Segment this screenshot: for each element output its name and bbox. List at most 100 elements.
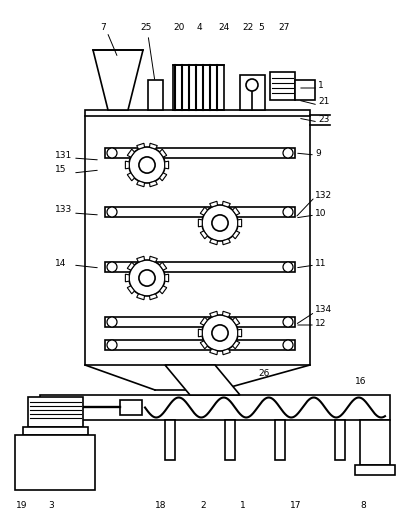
Text: 19: 19 [16, 500, 27, 509]
Polygon shape [160, 262, 167, 270]
Polygon shape [165, 274, 168, 282]
Polygon shape [160, 173, 167, 181]
Bar [335, 420, 345, 460]
Text: 18: 18 [155, 500, 166, 509]
Text: 21: 21 [318, 98, 329, 107]
Bar [105, 207, 295, 217]
Circle shape [139, 157, 155, 173]
Circle shape [129, 260, 165, 296]
Text: 22: 22 [242, 23, 253, 33]
Circle shape [283, 262, 293, 272]
Circle shape [246, 79, 258, 91]
Polygon shape [165, 161, 168, 169]
Text: 132: 132 [315, 190, 332, 200]
Polygon shape [200, 207, 208, 215]
Circle shape [283, 207, 293, 217]
Bar [40, 395, 390, 420]
Circle shape [283, 340, 293, 350]
Circle shape [107, 207, 117, 217]
Text: 9: 9 [315, 148, 321, 158]
Text: 1: 1 [318, 81, 324, 89]
Text: 10: 10 [315, 208, 326, 218]
Bar [148, 80, 163, 110]
Polygon shape [127, 173, 135, 181]
Polygon shape [210, 349, 217, 355]
Text: 3: 3 [48, 500, 54, 509]
Polygon shape [232, 231, 240, 239]
Circle shape [107, 317, 117, 327]
Circle shape [202, 315, 238, 351]
Text: 25: 25 [140, 23, 152, 33]
Text: 15: 15 [55, 165, 67, 175]
Polygon shape [149, 181, 157, 187]
Bar [275, 420, 285, 460]
Text: 134: 134 [315, 306, 332, 314]
Polygon shape [137, 181, 145, 187]
Text: 8: 8 [360, 500, 366, 509]
Bar [240, 75, 265, 110]
Circle shape [139, 270, 155, 286]
Bar [355, 465, 395, 475]
Text: 11: 11 [315, 258, 326, 267]
Circle shape [107, 340, 117, 350]
Text: 24: 24 [218, 23, 229, 33]
Polygon shape [232, 207, 240, 215]
Polygon shape [93, 50, 143, 110]
Polygon shape [125, 161, 129, 169]
Text: 131: 131 [55, 150, 72, 160]
Text: 20: 20 [173, 23, 184, 33]
Bar [225, 420, 235, 460]
Text: 14: 14 [55, 258, 66, 267]
Polygon shape [200, 317, 208, 325]
Bar [165, 420, 175, 460]
Bar [28, 397, 83, 427]
Polygon shape [125, 274, 129, 282]
Bar [105, 148, 295, 158]
Bar [23, 427, 88, 435]
Text: 16: 16 [355, 377, 366, 387]
Bar [295, 80, 315, 100]
Text: 27: 27 [278, 23, 289, 33]
Circle shape [283, 148, 293, 158]
Polygon shape [223, 239, 230, 245]
Text: 5: 5 [258, 23, 264, 33]
Bar [270, 72, 295, 100]
Polygon shape [200, 341, 208, 349]
Bar [173, 65, 224, 110]
Polygon shape [137, 294, 145, 300]
Polygon shape [137, 256, 145, 262]
Text: 133: 133 [55, 205, 72, 215]
Polygon shape [238, 329, 242, 337]
Polygon shape [210, 201, 217, 207]
Polygon shape [137, 143, 145, 149]
Bar [85, 110, 310, 365]
Polygon shape [210, 239, 217, 245]
Bar [360, 420, 390, 465]
Polygon shape [149, 143, 157, 149]
Polygon shape [210, 311, 217, 317]
Bar [120, 400, 142, 415]
Bar [105, 317, 295, 327]
Text: 23: 23 [318, 115, 329, 125]
Polygon shape [149, 256, 157, 262]
Circle shape [202, 205, 238, 241]
Polygon shape [127, 262, 135, 270]
Polygon shape [160, 149, 167, 157]
Text: 12: 12 [315, 318, 326, 327]
Bar [15, 435, 95, 490]
Polygon shape [149, 294, 157, 300]
Circle shape [107, 148, 117, 158]
Text: 2: 2 [200, 500, 206, 509]
Polygon shape [198, 219, 202, 227]
Polygon shape [165, 365, 240, 395]
Circle shape [283, 317, 293, 327]
Polygon shape [127, 149, 135, 157]
Polygon shape [223, 311, 230, 317]
Polygon shape [232, 341, 240, 349]
Polygon shape [232, 317, 240, 325]
Circle shape [212, 325, 228, 341]
Polygon shape [223, 201, 230, 207]
Text: 1: 1 [240, 500, 246, 509]
Text: 17: 17 [290, 500, 301, 509]
Circle shape [129, 147, 165, 183]
